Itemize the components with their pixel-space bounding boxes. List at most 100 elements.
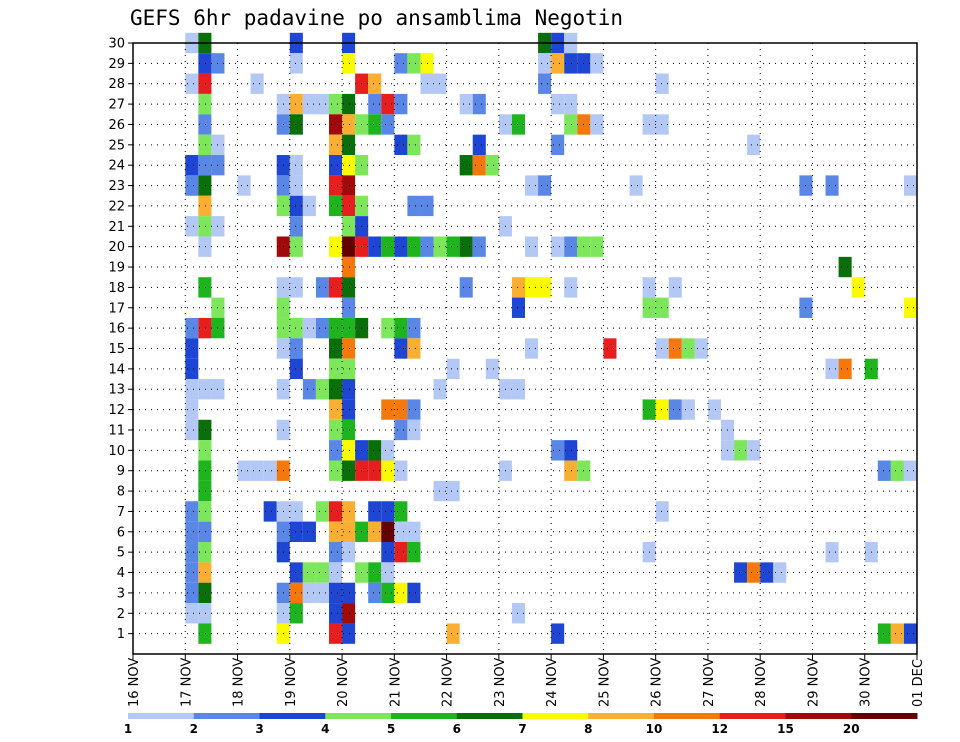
- heatmap-cell: [198, 134, 212, 156]
- heatmap-cell: [342, 277, 356, 298]
- heatmap-cell: [825, 541, 839, 563]
- heatmap-cell: [342, 236, 356, 257]
- heatmap-cell: [329, 93, 343, 115]
- heatmap-cell: [289, 582, 303, 604]
- y-axis: 1234567891011121314151617181920212223242…: [108, 37, 133, 642]
- heatmap-cell: [342, 501, 356, 522]
- heatmap-cell: [315, 562, 329, 583]
- heatmap-cell: [590, 236, 604, 257]
- heatmap-cell: [511, 379, 525, 400]
- heatmap-cell: [564, 236, 578, 257]
- heatmap-cell: [198, 480, 212, 502]
- heatmap-cell: [368, 562, 382, 583]
- heatmap-cell: [525, 236, 539, 257]
- heatmap-cell: [381, 93, 395, 115]
- colorbar-label: 3: [255, 722, 263, 736]
- heatmap-cell: [472, 236, 486, 257]
- heatmap-cell: [185, 73, 199, 94]
- heatmap-cell: [525, 277, 539, 298]
- heatmap-cell: [289, 501, 303, 522]
- y-tick-label: 13: [108, 383, 125, 398]
- y-tick-label: 3: [117, 586, 125, 601]
- heatmap-cell: [185, 175, 199, 196]
- heatmap-cell: [734, 562, 748, 583]
- heatmap-cell: [747, 440, 761, 461]
- colorbar-swatch: [851, 713, 918, 719]
- heatmap-cell: [368, 114, 382, 135]
- colorbar-label: 10: [646, 722, 663, 736]
- heatmap-cell: [289, 562, 303, 583]
- heatmap-cell: [394, 582, 408, 604]
- heatmap-cell: [538, 53, 552, 74]
- heatmap-cell: [289, 195, 303, 217]
- heatmap-cell: [329, 419, 343, 441]
- heatmap-cell: [342, 256, 356, 278]
- x-tick-label: 30 NOV: [859, 658, 874, 707]
- heatmap-cell: [302, 93, 316, 115]
- heatmap-cell: [368, 501, 382, 522]
- heatmap-cell: [302, 562, 316, 583]
- heatmap-cell: [381, 521, 395, 542]
- heatmap-cell: [851, 277, 865, 298]
- heatmap-cell: [394, 317, 408, 339]
- heatmap-cell: [368, 73, 382, 94]
- colorbar-label: 5: [387, 722, 395, 736]
- heatmap-cell: [538, 73, 552, 94]
- y-tick-label: 15: [108, 342, 125, 357]
- heatmap-cell: [446, 480, 460, 502]
- heatmap-cell: [747, 562, 761, 583]
- heatmap-cell: [198, 93, 212, 115]
- heatmap-cell: [903, 623, 917, 644]
- y-tick-label: 29: [108, 57, 125, 72]
- x-tick-label: 18 NOV: [232, 658, 247, 707]
- heatmap-cell: [433, 73, 447, 94]
- heatmap-cell: [342, 440, 356, 461]
- heatmap-cell: [394, 399, 408, 420]
- y-tick-label: 1: [117, 627, 125, 642]
- heatmap-cell: [694, 338, 708, 359]
- heatmap-cell: [538, 277, 552, 298]
- heatmap-cell: [329, 603, 343, 624]
- heatmap-cell: [329, 134, 343, 156]
- heatmap-cell: [760, 562, 774, 583]
- heatmap-cell: [289, 317, 303, 339]
- colorbar-label: 2: [190, 722, 198, 736]
- heatmap-cell: [655, 399, 669, 420]
- heatmap-cell: [407, 195, 421, 217]
- heatmap-cell: [603, 338, 617, 359]
- heatmap-cell: [185, 155, 199, 176]
- y-tick-label: 10: [108, 444, 125, 459]
- heatmap-cell: [329, 114, 343, 135]
- colorbar-swatch: [259, 713, 326, 719]
- heatmap-cell: [446, 358, 460, 380]
- heatmap-cell: [890, 623, 904, 644]
- heatmap-cell: [668, 338, 682, 359]
- heatmap-cell: [407, 541, 421, 563]
- colorbar-swatch: [719, 713, 786, 719]
- colorbar-label: 4: [321, 722, 329, 736]
- heatmap-cell: [289, 358, 303, 380]
- y-tick-label: 25: [108, 138, 125, 153]
- heatmap-cell: [655, 501, 669, 522]
- heatmap-cell: [198, 155, 212, 176]
- heatmap-cell: [289, 236, 303, 257]
- heatmap-cell: [198, 582, 212, 604]
- colorbar-swatch: [391, 713, 458, 719]
- heatmap-cell: [250, 460, 264, 481]
- heatmap-cell: [342, 216, 356, 237]
- y-tick-label: 24: [108, 159, 125, 174]
- y-tick-label: 19: [108, 261, 125, 276]
- heatmap-cell: [329, 236, 343, 257]
- heatmap-cell: [342, 114, 356, 135]
- heatmap-cell: [185, 582, 199, 604]
- heatmap-cell: [342, 460, 356, 481]
- y-tick-label: 12: [108, 403, 125, 418]
- heatmap-cell: [564, 460, 578, 481]
- x-tick-label: 01 DEC: [911, 659, 926, 707]
- y-tick-label: 18: [108, 281, 125, 296]
- y-tick-label: 2: [117, 607, 125, 622]
- heatmap-cell: [342, 399, 356, 420]
- y-tick-label: 22: [108, 199, 125, 214]
- heatmap-cell: [198, 195, 212, 217]
- heatmap-cell: [342, 521, 356, 542]
